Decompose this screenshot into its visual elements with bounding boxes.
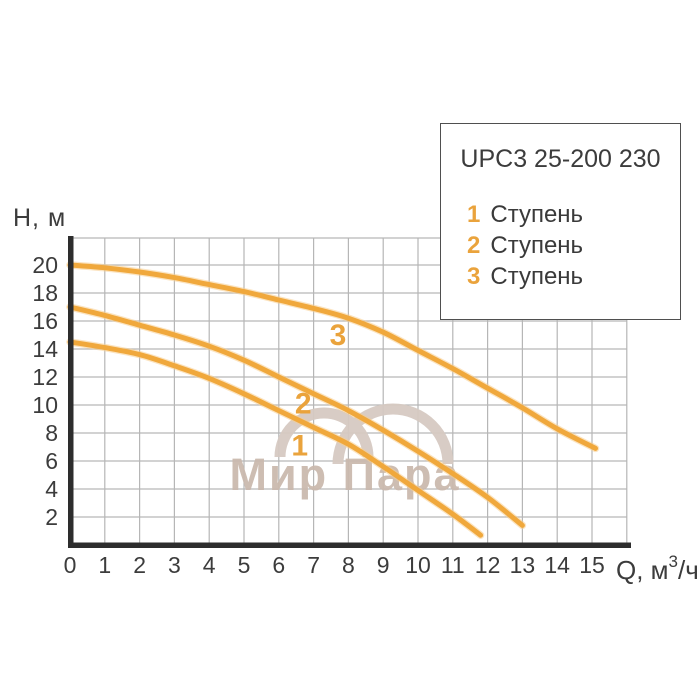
x-tick-label-10: 10 bbox=[405, 552, 431, 578]
y-tick-label-20: 20 bbox=[32, 252, 58, 278]
y-tick-label-6: 6 bbox=[45, 448, 58, 474]
x-tick-label-5: 5 bbox=[238, 552, 251, 578]
pump-curve-stage-3 bbox=[67, 262, 598, 451]
x-tick-label-13: 13 bbox=[510, 552, 536, 578]
watermark-arc-left-icon bbox=[274, 407, 374, 458]
x-axis-title: Q, м3/ч bbox=[616, 552, 699, 585]
x-axis-title-unit: /ч bbox=[678, 555, 699, 585]
legend-title: UPC3 25-200 230 bbox=[460, 145, 661, 173]
curve-label-stage-1: 1 bbox=[291, 430, 308, 463]
x-tick-label-4: 4 bbox=[203, 552, 216, 578]
pump-curve-halo-stage-1 bbox=[66, 338, 485, 539]
legend-item-stage-3: 3 Ступень bbox=[467, 261, 680, 292]
y-tick-label-18: 18 bbox=[32, 280, 58, 306]
y-tick-label-4: 4 bbox=[45, 476, 58, 502]
x-tick-label-14: 14 bbox=[544, 552, 570, 578]
x-tick-label-11: 11 bbox=[441, 552, 465, 578]
x-tick-label-1: 1 bbox=[98, 552, 111, 578]
y-tick-label-10: 10 bbox=[32, 392, 58, 418]
y-axis bbox=[68, 236, 74, 548]
pump-curve-stage-2 bbox=[67, 304, 525, 528]
x-tick-label-3: 3 bbox=[168, 552, 181, 578]
x-tick-label-6: 6 bbox=[272, 552, 285, 578]
x-tick-label-12: 12 bbox=[475, 552, 501, 578]
legend-item-stage-2: 2 Ступень bbox=[467, 230, 680, 261]
curve-label-stage-2: 2 bbox=[295, 388, 312, 421]
legend-item-number: 2 bbox=[467, 232, 481, 259]
y-tick-label-8: 8 bbox=[45, 420, 58, 446]
axes bbox=[68, 236, 631, 548]
x-axis-title-sup: 3 bbox=[669, 552, 678, 571]
y-tick-label-14: 14 bbox=[32, 336, 58, 362]
curve-label-stage-3: 3 bbox=[330, 319, 347, 352]
x-tick-label-2: 2 bbox=[133, 552, 146, 578]
pump-curves bbox=[66, 261, 600, 539]
legend-item-label: Ступень bbox=[490, 201, 584, 228]
curve-labels: 1 2 3 bbox=[291, 319, 346, 463]
x-axis-tick-labels: 0 1 2 3 4 5 6 7 8 9 10 11 12 13 14 15 bbox=[64, 552, 605, 578]
watermark: Мир Пара bbox=[229, 403, 459, 500]
x-tick-label-0: 0 bbox=[64, 552, 77, 578]
legend-item-label: Ступень bbox=[490, 232, 584, 259]
legend-item-label: Ступень bbox=[490, 263, 584, 290]
y-tick-label-16: 16 bbox=[32, 308, 58, 334]
y-tick-label-12: 12 bbox=[32, 364, 58, 390]
y-tick-label-2: 2 bbox=[45, 504, 58, 530]
legend-item-number: 1 bbox=[467, 201, 481, 228]
x-tick-label-9: 9 bbox=[377, 552, 390, 578]
x-tick-label-8: 8 bbox=[342, 552, 355, 578]
y-axis-title: H, м bbox=[13, 204, 67, 232]
x-tick-label-7: 7 bbox=[307, 552, 320, 578]
x-axis-title-main: Q, м bbox=[616, 555, 669, 585]
x-tick-label-15: 15 bbox=[579, 552, 605, 578]
x-axis bbox=[68, 542, 631, 548]
legend-items: 1 Ступень 2 Ступень 3 Ступень bbox=[441, 199, 680, 292]
legend-item-number: 3 bbox=[467, 263, 481, 290]
legend-box: UPC3 25-200 230 1 Ступень 2 Ступень 3 Ступе… bbox=[440, 123, 681, 320]
legend-item-stage-1: 1 Ступень bbox=[467, 199, 680, 230]
pump-curve-stage-1 bbox=[67, 339, 484, 538]
